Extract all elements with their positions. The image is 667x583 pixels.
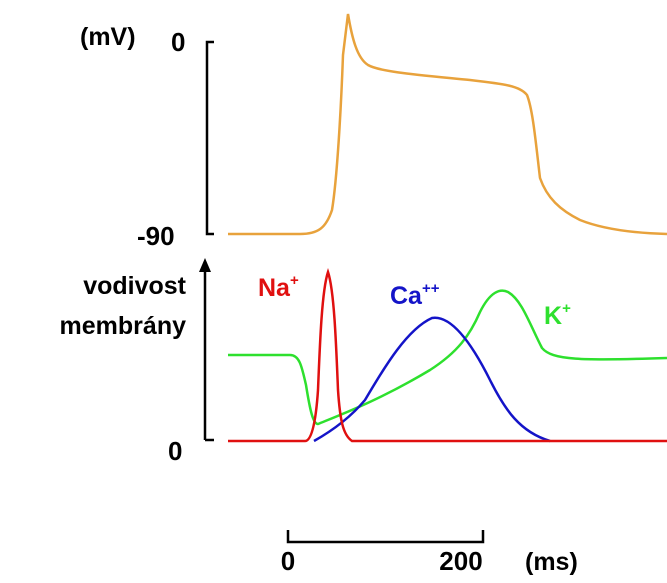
potassium-conductance-curve [228,289,667,426]
time-scale-bar [286,530,485,544]
voltage-tick-zero: 0 [171,27,185,57]
conductance-axis-arrow-icon [199,258,211,272]
calcium-label: Ca++ [390,280,440,310]
conductance-label-line2: membrány [60,312,187,340]
voltage-tick-minus90: -90 [137,221,175,251]
conductance-tick-zero: 0 [168,436,182,466]
calcium-conductance-curve [313,316,551,443]
potassium-label: K+ [544,300,571,330]
conductance-label-line1: vodivost [83,272,186,300]
action-potential-trace [228,13,667,236]
time-scale-end: 200 [439,546,482,576]
time-scale-unit: (ms) [525,548,578,576]
voltage-unit-label: (mV) [80,23,136,51]
time-scale-start: 0 [281,546,295,576]
voltage-axis-bracket [205,40,214,236]
sodium-label: Na+ [258,272,299,302]
sodium-conductance-curve [228,268,667,443]
